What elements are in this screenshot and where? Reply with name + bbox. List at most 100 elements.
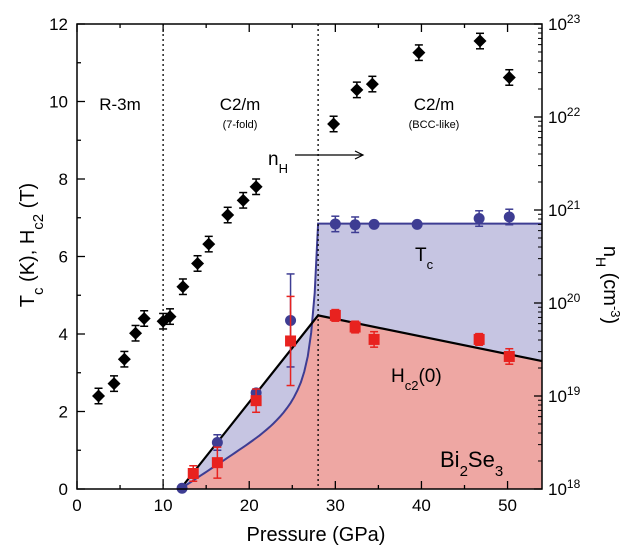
tc-series-label: Tc xyxy=(415,245,434,272)
hc2-point-2 xyxy=(250,388,262,414)
x-tick-label: 40 xyxy=(412,496,431,515)
circle-marker xyxy=(368,218,380,230)
nh-point-2 xyxy=(117,350,131,368)
diamond-marker xyxy=(365,77,379,91)
square-marker xyxy=(187,468,199,479)
nh-point-11 xyxy=(236,191,250,209)
square-marker xyxy=(503,350,515,362)
nh-point-16 xyxy=(412,44,426,62)
x-tick-label: 50 xyxy=(498,496,517,515)
square-marker xyxy=(250,395,262,407)
diamond-marker xyxy=(129,326,143,340)
diamond-marker xyxy=(117,352,131,366)
circle-marker xyxy=(176,482,188,494)
tc-region-fill xyxy=(180,223,543,489)
diamond-marker xyxy=(137,312,151,325)
diamond-marker xyxy=(350,83,364,97)
y-tick-label-right: 1019 xyxy=(548,384,581,406)
diamond-marker xyxy=(202,237,216,251)
x-axis-title: Pressure (GPa) xyxy=(247,524,386,546)
nh-arrow xyxy=(295,150,365,160)
nh-point-3 xyxy=(129,324,143,342)
hc2-point-5 xyxy=(349,320,361,334)
region-fills xyxy=(180,223,543,489)
diamond-marker xyxy=(236,193,250,207)
square-marker xyxy=(285,335,297,347)
hc2-point-8 xyxy=(503,347,515,365)
nh-point-15 xyxy=(365,75,379,93)
diamond-marker xyxy=(412,46,426,60)
square-marker xyxy=(329,309,341,321)
phase-label-c2m-bcc: C2/m xyxy=(414,95,455,114)
nh-point-0 xyxy=(92,387,106,405)
x-tick-label: 0 xyxy=(72,496,81,515)
nh-point-14 xyxy=(350,81,364,99)
hc2-region-fill xyxy=(180,315,543,489)
hc2-point-7 xyxy=(473,332,485,346)
y-tick-label-right: 1021 xyxy=(548,198,581,220)
diamond-marker xyxy=(221,208,235,222)
phase-label-r3m: R-3m xyxy=(99,95,141,114)
circle-marker xyxy=(473,213,485,225)
data-points xyxy=(92,32,516,494)
circle-marker xyxy=(329,218,341,230)
x-tick-label: 10 xyxy=(154,496,173,515)
hc2-point-6 xyxy=(368,330,380,348)
y-tick-label-right: 1020 xyxy=(548,291,581,313)
tc-point-4 xyxy=(329,215,341,233)
square-marker xyxy=(349,321,361,333)
axis-ticks: 0 10 20 30 40 5002468101210181019102010211022… xyxy=(49,12,581,515)
hc2-point-3 xyxy=(285,295,297,387)
nh-point-12 xyxy=(249,178,263,196)
hc2-point-0 xyxy=(187,465,199,482)
tc-point-8 xyxy=(473,210,485,228)
y-tick-label-left: 10 xyxy=(49,93,68,112)
hc2-point-1 xyxy=(211,446,223,479)
y-tick-label-left: 2 xyxy=(59,403,68,422)
x-tick-label: 30 xyxy=(326,496,345,515)
diamond-marker xyxy=(92,389,106,403)
nh-point-13 xyxy=(327,115,341,133)
nh-point-7 xyxy=(176,278,190,296)
nh-point-4 xyxy=(137,310,151,327)
diamond-marker xyxy=(473,34,487,48)
x-tick-label: 20 xyxy=(240,496,259,515)
hc2-series-label: Hc2(0) xyxy=(391,366,442,393)
y-tick-label-right: 1018 xyxy=(548,477,581,499)
nh-point-18 xyxy=(502,68,516,86)
diamond-marker xyxy=(107,377,121,391)
tc-point-9 xyxy=(503,208,515,226)
y-tick-label-right: 1023 xyxy=(548,12,581,34)
nh-point-1 xyxy=(107,375,121,393)
square-marker xyxy=(473,333,485,345)
phase-sub-bcc: (BCC-like) xyxy=(409,119,460,131)
tc-point-0 xyxy=(176,482,188,494)
material-label: Bi2Se3 xyxy=(440,447,503,480)
nh-series-label: nH xyxy=(268,149,288,176)
y-tick-label-left: 0 xyxy=(59,480,68,499)
tc-fit-line xyxy=(179,222,542,490)
nh-point-6 xyxy=(163,308,177,326)
circle-marker xyxy=(211,437,223,448)
diamond-marker xyxy=(191,256,205,270)
y-tick-label-left: 6 xyxy=(59,248,68,267)
tc-point-6 xyxy=(368,218,380,230)
diamond-marker xyxy=(249,180,263,194)
circle-marker xyxy=(349,219,361,231)
tc-point-5 xyxy=(349,216,361,234)
diamond-marker xyxy=(502,70,516,84)
diamond-marker xyxy=(163,310,177,324)
circle-marker xyxy=(411,218,423,230)
square-marker xyxy=(368,333,380,345)
y-axis-title-right: nH (cm-3) xyxy=(593,246,624,324)
square-marker xyxy=(211,457,223,469)
nh-point-9 xyxy=(202,235,216,253)
nh-point-17 xyxy=(473,32,487,50)
diamond-marker xyxy=(176,280,190,294)
nh-point-10 xyxy=(221,206,235,224)
y-axis-title-left: Tc (K), Hc2 (T) xyxy=(17,183,47,307)
diamond-marker xyxy=(327,117,341,131)
circle-marker xyxy=(503,211,515,223)
y-tick-label-right: 1022 xyxy=(548,105,581,127)
y-tick-label-left: 12 xyxy=(49,15,68,34)
